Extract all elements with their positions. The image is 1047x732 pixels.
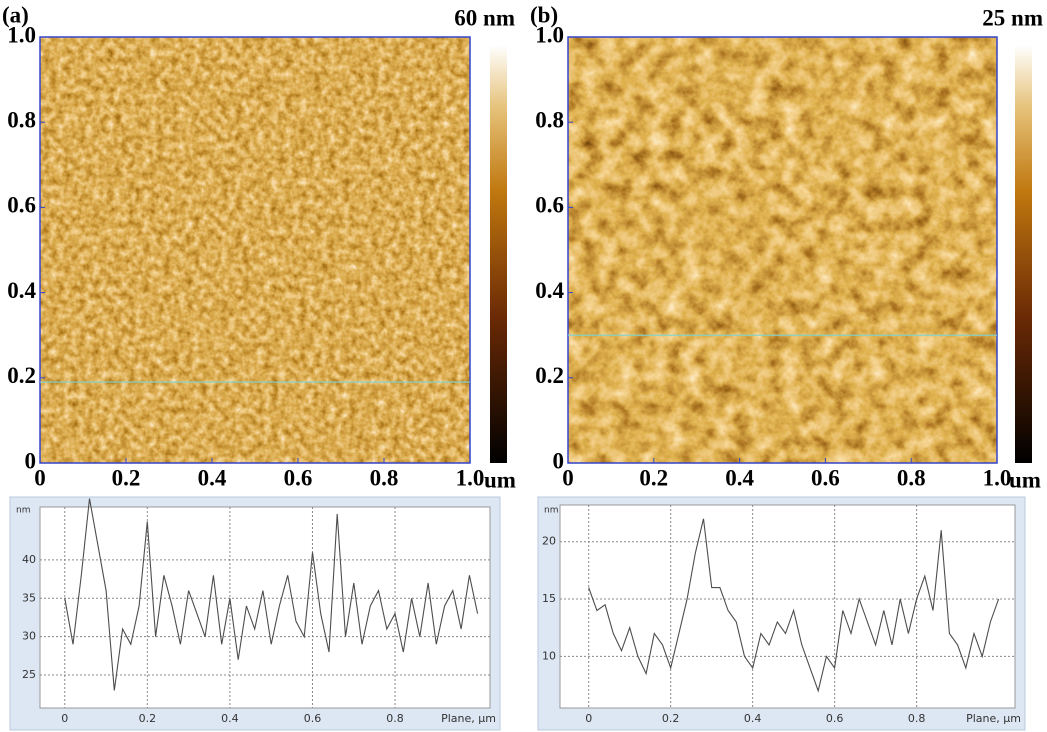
colorbar-label: 25 nm [982,5,1043,30]
colorbar [1015,45,1032,463]
x-tick-label: 0 [61,712,68,725]
x-axis-label: Plane, µm [441,712,496,725]
x-tick-label: 0.2 [662,712,680,725]
afm-image [40,37,470,463]
x-unit: um [1009,467,1041,492]
x-tick-label: 1.0 [983,465,1012,490]
x-tick-label: 0.8 [370,465,399,490]
colorbar [490,45,507,463]
x-tick-label: 0.6 [304,712,322,725]
y-tick-label: 0.6 [7,193,36,218]
y-tick-label: 1.0 [535,22,564,47]
x-tick-label: 0 [562,465,574,490]
x-unit: um [484,467,516,492]
y-tick-label: 0.8 [7,107,36,132]
y-tick-label: 0.8 [535,107,564,132]
afm-image [568,37,997,463]
y-tick-label: 30 [22,630,36,643]
x-tick-label: 0 [34,465,46,490]
y-tick-label: 40 [22,553,36,566]
x-tick-label: 0.8 [386,712,404,725]
y-tick-label: 1.0 [7,22,36,47]
x-tick-label: 0.6 [811,465,840,490]
y-tick-label: 25 [22,668,36,681]
y-axis-label: nm [544,506,558,516]
y-tick-label: 0.4 [7,278,36,303]
image-frame [567,36,998,464]
x-tick-label: 0.6 [284,465,313,490]
x-tick-label: 1.0 [456,465,485,490]
image-frame [39,36,471,464]
x-tick-label: 0.4 [198,465,227,490]
y-axis-label: nm [16,506,30,516]
y-tick-label: 10 [542,649,556,662]
x-tick-label: 0.2 [139,712,157,725]
x-tick-label: 0.8 [897,465,926,490]
x-tick-label: 0.4 [221,712,239,725]
y-tick-label: 0.4 [535,278,564,303]
y-tick-label: 0 [25,448,37,473]
y-tick-label: 0.6 [535,193,564,218]
x-tick-label: 0.2 [639,465,668,490]
profile-curve [588,518,1000,693]
x-axis-label: Plane, µm [966,712,1021,725]
colorbar-label: 60 nm [454,5,515,30]
y-tick-label: 0.2 [7,363,36,388]
panel-label: (b) [530,2,558,27]
y-tick-label: 0 [553,448,565,473]
plot-area [559,504,1016,709]
profile-curve [64,498,479,691]
x-tick-label: 0.8 [908,712,926,725]
x-tick-label: 0.4 [725,465,754,490]
y-tick-label: 35 [22,591,36,604]
x-tick-label: 0.6 [826,712,844,725]
x-tick-label: 0.4 [744,712,762,725]
y-tick-label: 15 [542,592,556,605]
y-tick-label: 0.2 [535,363,564,388]
y-tick-label: 20 [542,535,556,548]
x-tick-label: 0 [585,712,592,725]
x-tick-label: 0.2 [112,465,141,490]
panel-label: (a) [2,2,29,27]
